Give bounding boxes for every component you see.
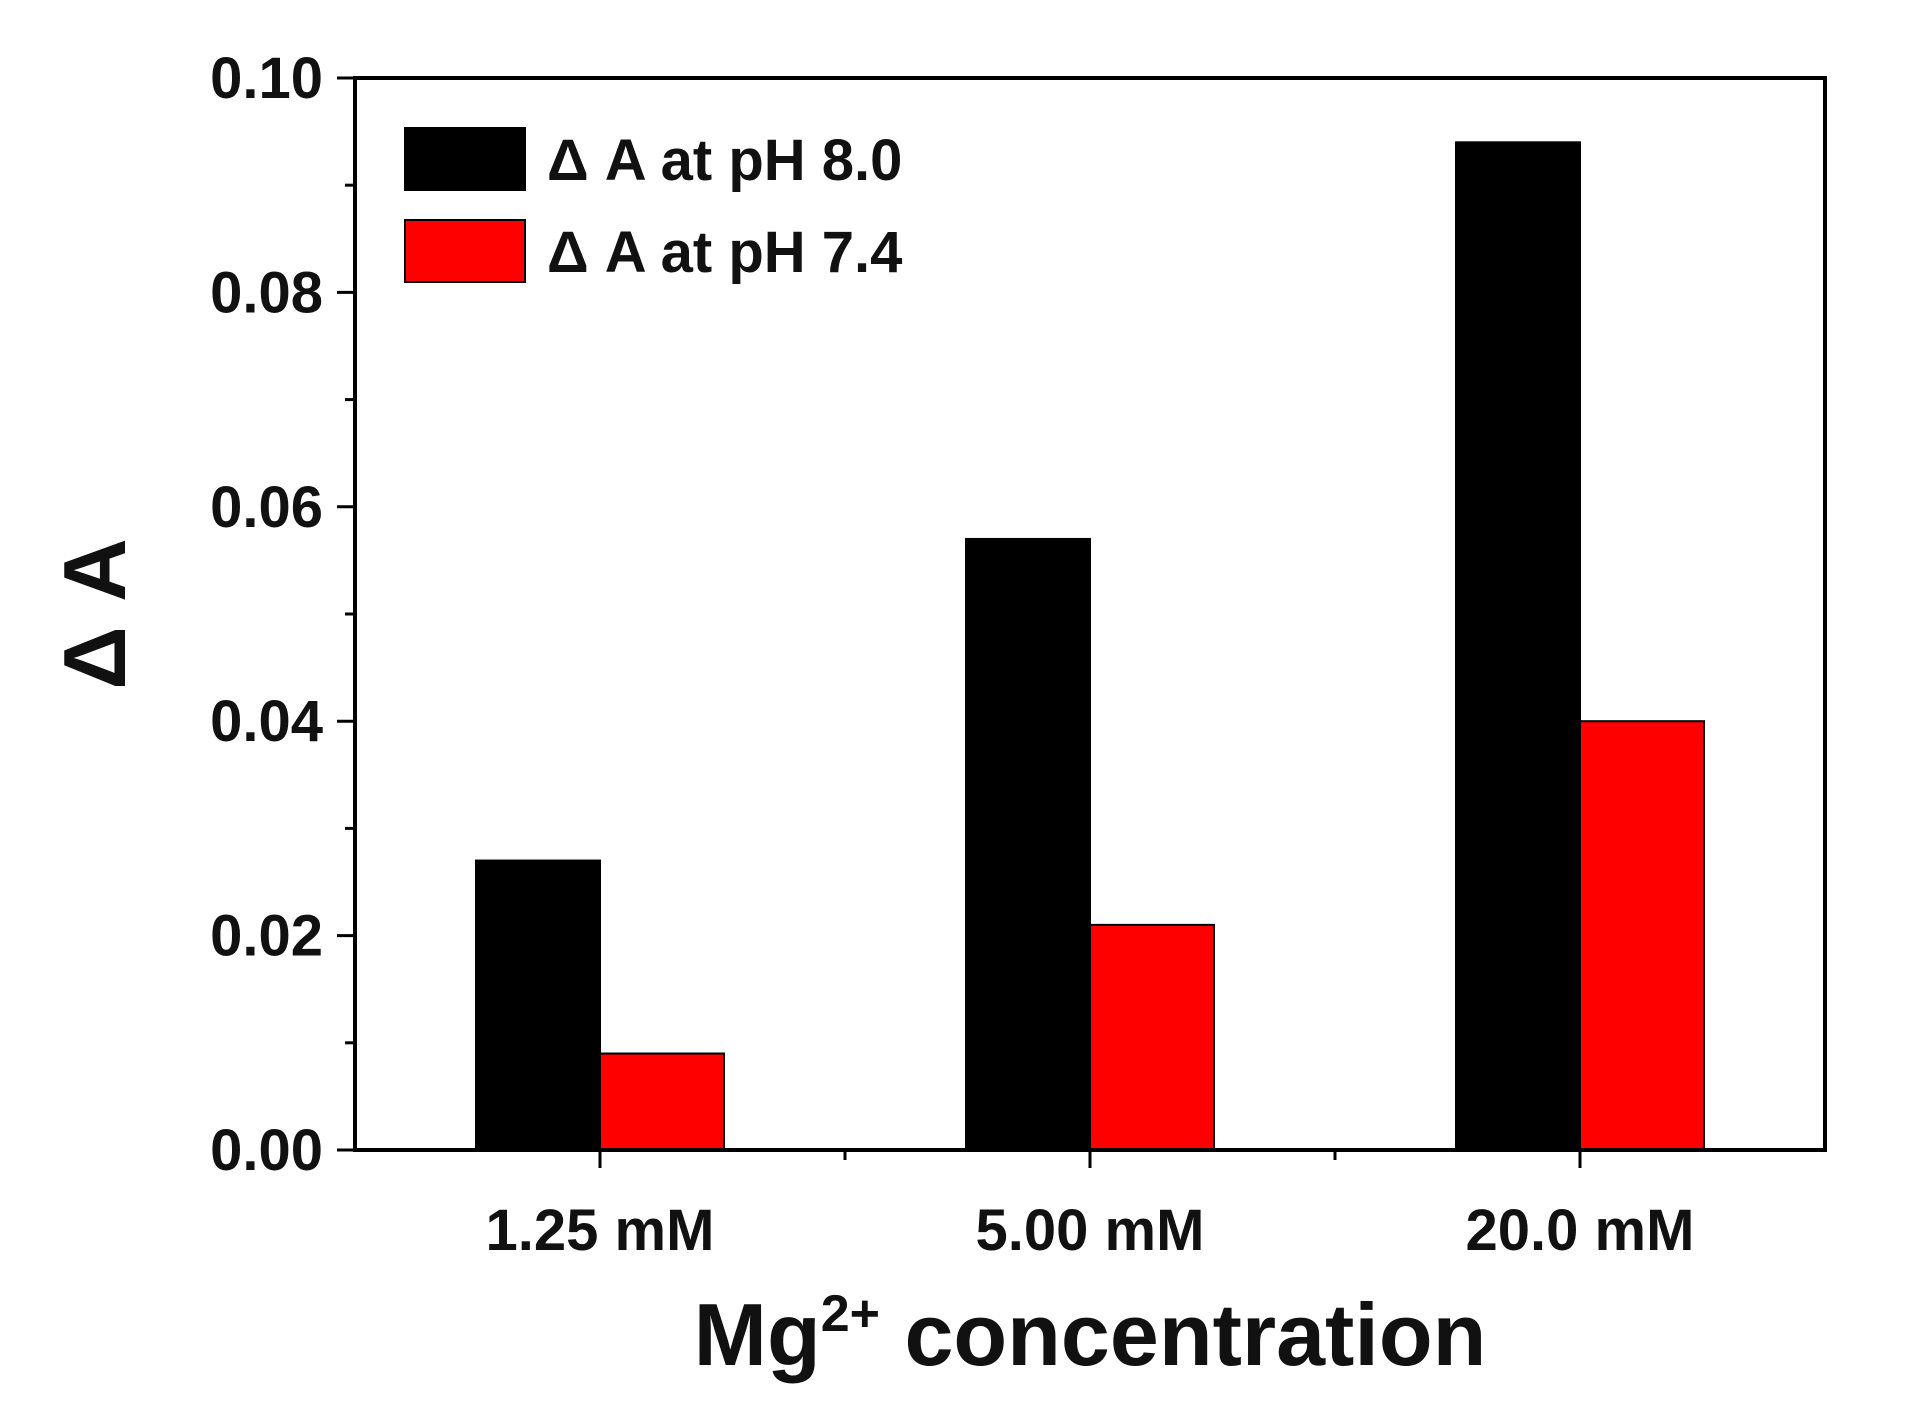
y-tick-label: 0.02 — [210, 904, 323, 969]
x-axis-title: Mg2+ concentration — [694, 1285, 1487, 1384]
x-axis-title-base: Mg — [694, 1285, 821, 1384]
bar-ph80-1 — [475, 859, 601, 1151]
y-tick-label: 0.04 — [210, 689, 323, 754]
bars-layer — [475, 141, 1705, 1152]
bar-ph80-2 — [965, 537, 1091, 1151]
y-tick-label: 0.06 — [210, 475, 323, 540]
x-tick-label: 20.0 mM — [1466, 1198, 1695, 1263]
y-tick-label: 0.00 — [210, 1118, 323, 1183]
x-axis-title-superscript: 2+ — [821, 1285, 880, 1343]
x-axis-title-rest: concentration — [880, 1285, 1486, 1384]
legend-label-ph80: Δ A at pH 8.0 — [547, 128, 902, 193]
bar-ph74-3 — [1579, 720, 1705, 1151]
y-axis-title: Δ A — [45, 538, 144, 689]
legend-label-ph74: Δ A at pH 7.4 — [547, 220, 902, 285]
x-tick-label: 5.00 mM — [976, 1198, 1205, 1263]
legend-swatch-ph80 — [404, 127, 526, 191]
bar-ph74-1 — [599, 1052, 725, 1152]
y-tick-label: 0.08 — [210, 260, 323, 325]
legend: Δ A at pH 8.0 Δ A at pH 7.4 — [404, 127, 902, 285]
bar-ph80-3 — [1455, 141, 1581, 1151]
x-tick-label: 1.25 mM — [486, 1198, 715, 1263]
axes-layer: 1.25 mM 5.00 mM 20.0 mM 0.00 0.02 0.04 0.06 0.0… — [210, 46, 1827, 1263]
y-tick-label: 0.10 — [210, 46, 323, 111]
legend-swatch-ph74 — [404, 219, 526, 283]
bar-ph74-2 — [1089, 923, 1215, 1151]
